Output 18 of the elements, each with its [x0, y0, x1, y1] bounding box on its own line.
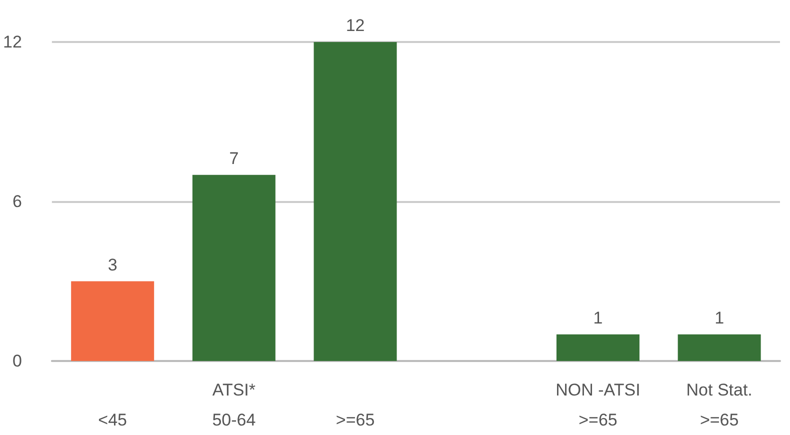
bar — [314, 42, 397, 361]
data-label: 1 — [593, 308, 603, 328]
x-tick-label: NON -ATSI >=65 — [556, 380, 640, 430]
x-tick-label: Not Stat. >=65 — [686, 380, 752, 430]
y-tick-label: 0 — [12, 352, 22, 370]
x-tick-label: >=65 — [336, 410, 375, 430]
bar — [678, 334, 761, 361]
y-tick-label: 12 — [2, 32, 22, 52]
x-tick-label: <45 — [98, 410, 128, 430]
data-label: 7 — [229, 148, 239, 168]
data-label: 1 — [714, 308, 724, 328]
bar — [71, 281, 154, 361]
y-tick-label: 6 — [12, 192, 22, 211]
bar — [556, 334, 640, 361]
x-tick-label: ATSI* 50-64 — [212, 380, 256, 430]
bar — [192, 174, 276, 361]
data-label: 3 — [108, 255, 118, 274]
data-label: 12 — [346, 16, 365, 35]
